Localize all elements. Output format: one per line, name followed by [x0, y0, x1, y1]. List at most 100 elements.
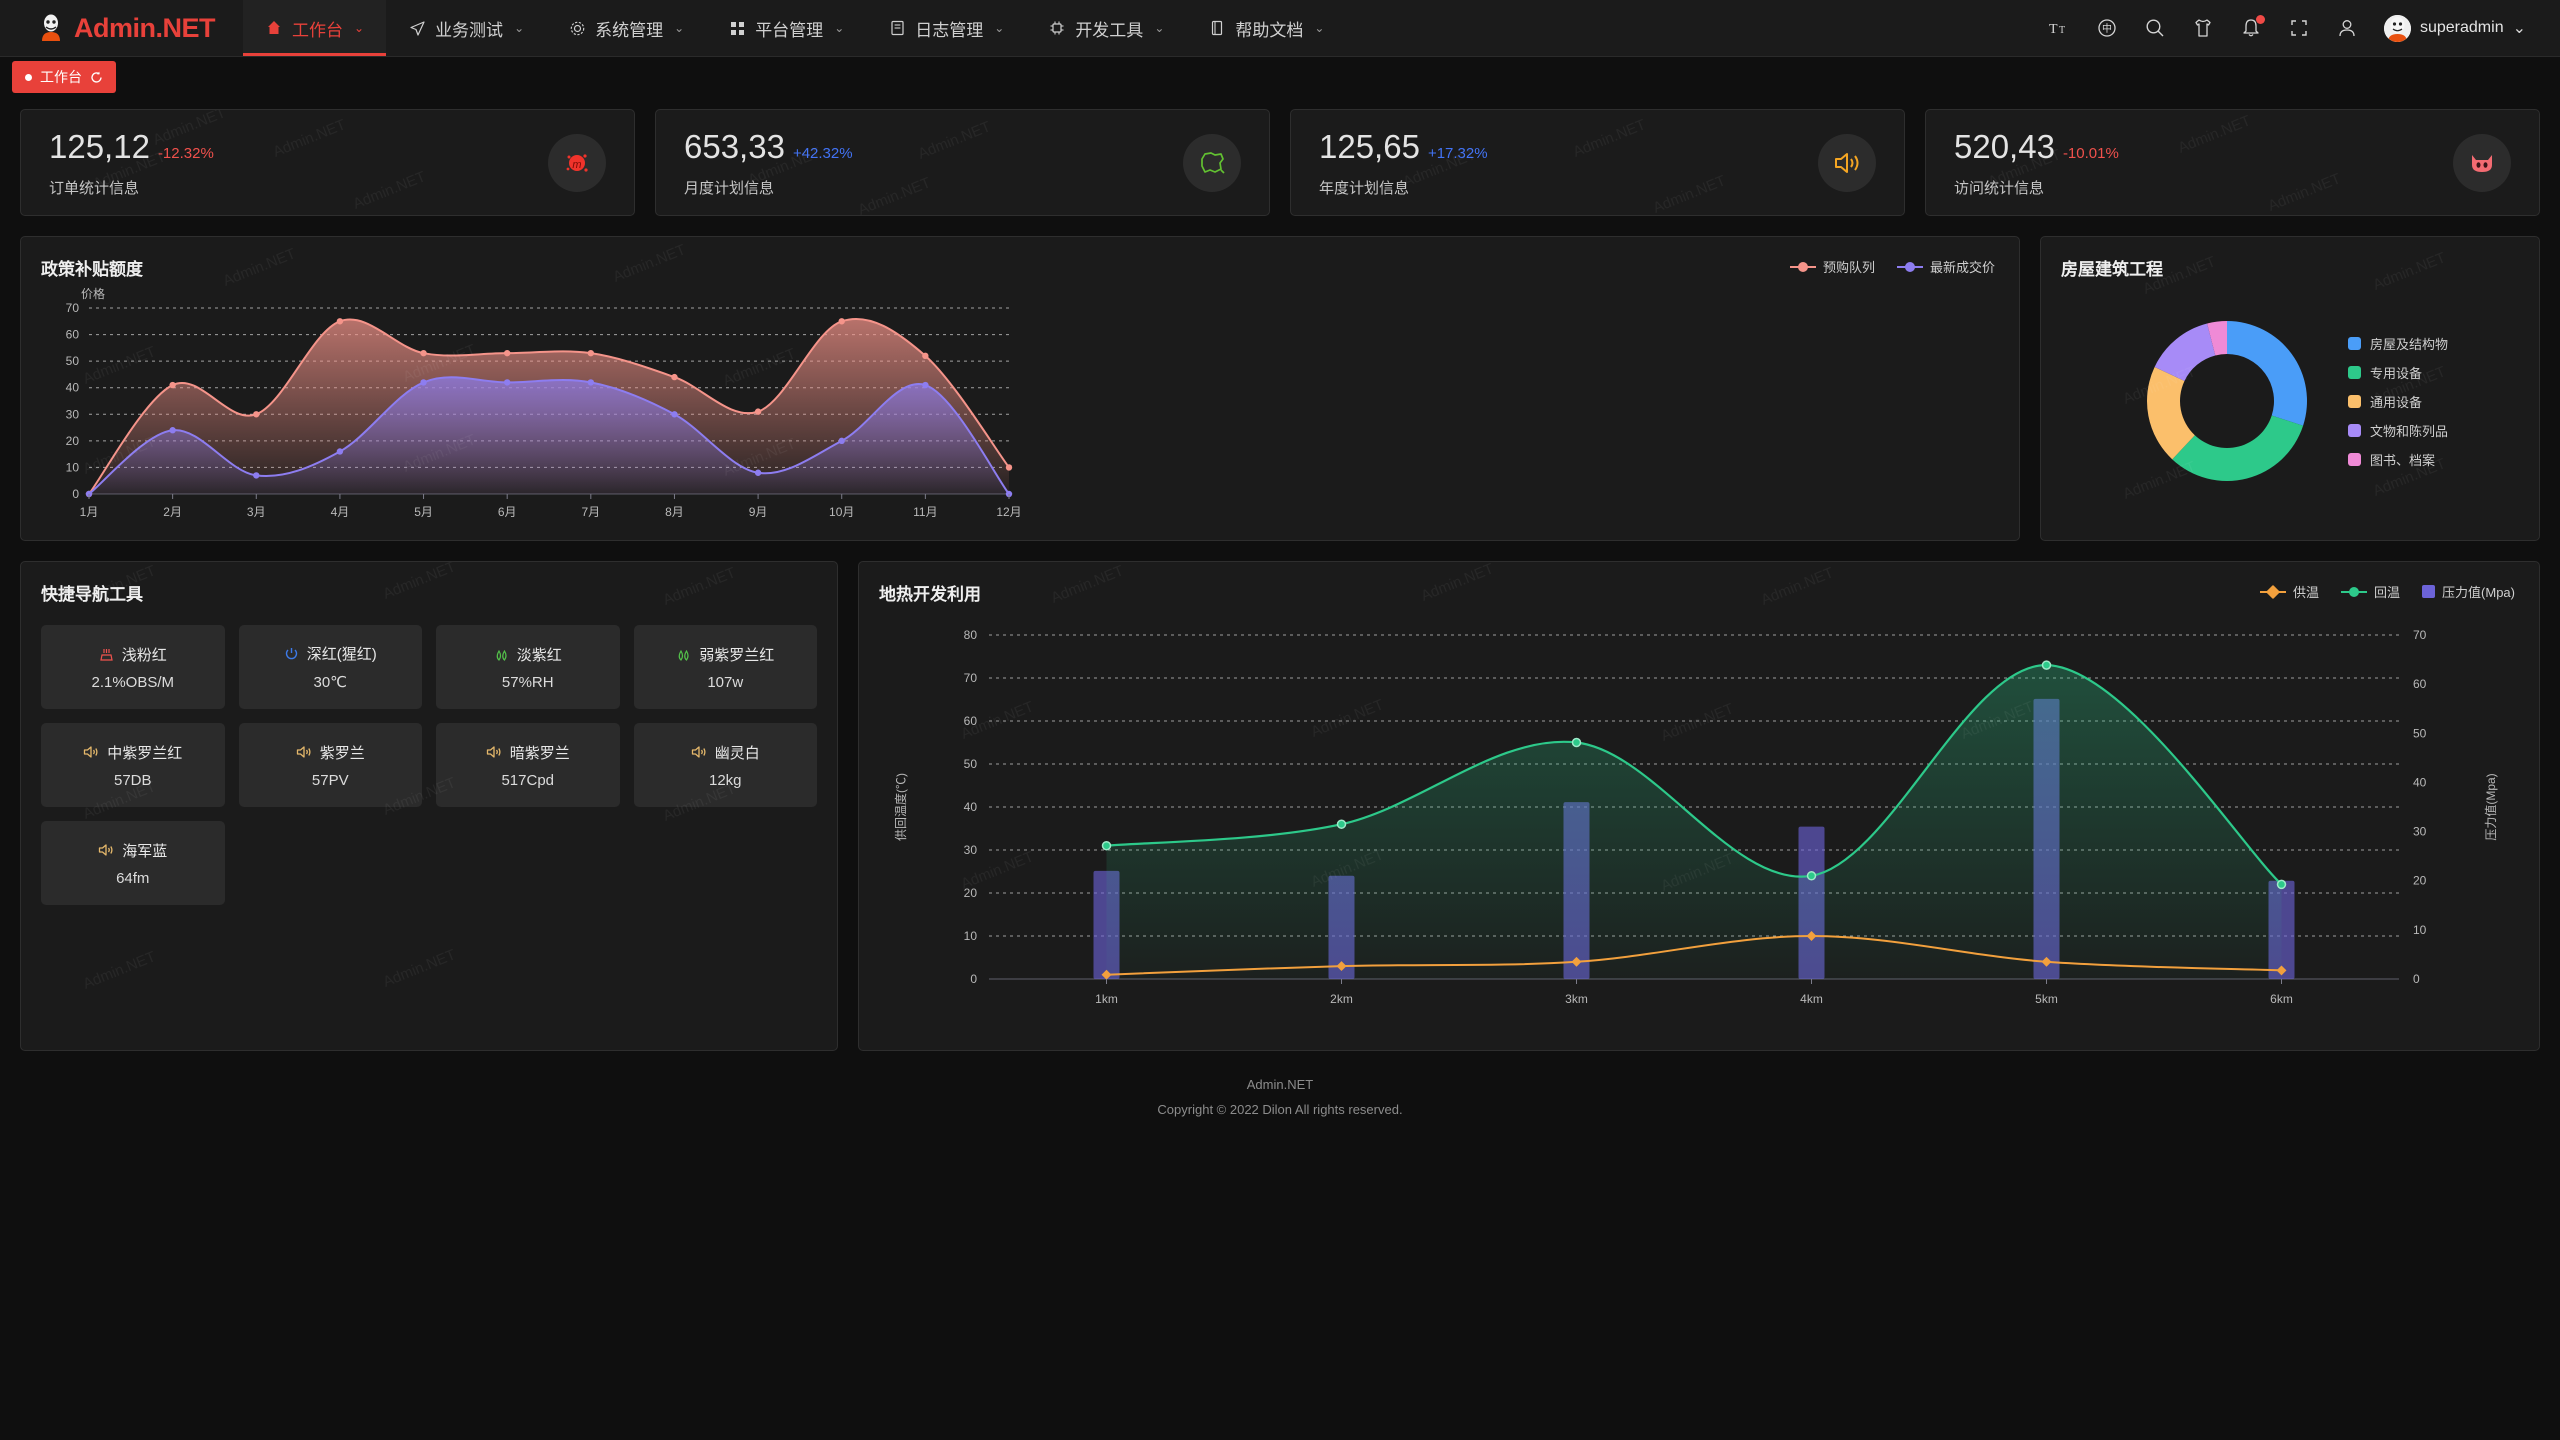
fullscreen-icon[interactable]	[2288, 17, 2310, 39]
svg-text:60: 60	[2413, 677, 2427, 691]
tool-value: 64fm	[116, 869, 150, 887]
nav-label: 帮助文档	[1235, 20, 1304, 40]
tool-name: 紫罗兰	[319, 744, 365, 762]
tool-name: 淡紫红	[516, 646, 562, 664]
tool-card[interactable]: 弱紫罗兰红 107w	[633, 625, 817, 709]
svg-text:6km: 6km	[2270, 992, 2293, 1006]
tab-label: 工作台	[40, 69, 82, 85]
svg-text:3月: 3月	[247, 505, 266, 519]
legend-label: 文物和陈列品	[2369, 423, 2448, 439]
legend-item-supply-temp[interactable]: 供温	[2260, 582, 2319, 601]
chart-legend: 供温 回温 压力值(Mpa)	[2260, 582, 2515, 601]
chip-icon	[1048, 19, 1066, 37]
nav-label: 工作台	[292, 20, 343, 40]
nav-item-log-mgmt[interactable]: 日志管理 ⌄	[866, 0, 1026, 56]
legend-label: 专用设备	[2369, 365, 2422, 381]
search-icon[interactable]	[2144, 17, 2166, 39]
nav-label: 日志管理	[915, 20, 984, 40]
svg-text:40: 40	[66, 381, 80, 395]
donut-legend: 房屋及结构物 专用设备通用设备文物和陈列品图书、档案	[2347, 334, 2448, 469]
brand[interactable]: Admin.NET	[0, 0, 243, 56]
tool-card[interactable]: 海军蓝 64fm	[41, 821, 225, 905]
legend-swatch	[2347, 394, 2361, 408]
language-icon[interactable]: 中	[2096, 17, 2118, 39]
stat-card-yearly[interactable]: Admin.NET Admin.NET Admin.NET 125,65 +17.3…	[1290, 109, 1905, 216]
chevron-down-icon: ⌄	[354, 21, 365, 35]
svg-text:20: 20	[66, 434, 80, 448]
tool-head: 暗紫罗兰	[486, 742, 570, 763]
stat-label: 访问统计信息	[1954, 179, 2045, 197]
svg-text:T: T	[2049, 22, 2058, 37]
donut-legend-item[interactable]: 通用设备	[2347, 392, 2448, 411]
donut-legend-item[interactable]: 房屋及结构物	[2347, 334, 2448, 353]
svg-text:60: 60	[66, 328, 80, 342]
donut-legend-item[interactable]: 图书、档案	[2347, 450, 2448, 469]
stat-label: 月度计划信息	[684, 179, 775, 197]
speaker-icon	[1818, 133, 1876, 192]
svg-text:11月: 11月	[913, 505, 937, 519]
stat-card-orders[interactable]: Admin.NET Admin.NET Admin.NET Admin.NET 12…	[20, 109, 635, 216]
theme-shirt-icon[interactable]	[2192, 17, 2214, 39]
tool-card[interactable]: 幽灵白 12kg	[633, 723, 817, 807]
tool-card[interactable]: 暗紫罗兰 517Cpd	[436, 723, 620, 807]
humidity-icon	[494, 647, 509, 662]
legend-item-preorder[interactable]: 预购队列	[1789, 257, 1875, 276]
user-menu[interactable]: superadmin ⌄	[2383, 14, 2526, 42]
nav-item-platform-mgmt[interactable]: 平台管理 ⌄	[706, 0, 866, 56]
donut-legend-item[interactable]: 文物和陈列品	[2347, 421, 2448, 440]
nav-item-system-mgmt[interactable]: 系统管理 ⌄	[546, 0, 706, 56]
refresh-icon[interactable]	[90, 71, 103, 84]
tool-card[interactable]: 淡紫红 57%RH	[436, 625, 620, 709]
svg-text:30: 30	[2413, 825, 2427, 839]
tab-workbench[interactable]: 工作台	[12, 61, 116, 93]
tools-grid: 浅粉红 2.1%OBS/M 深红(猩红) 30℃ 淡紫红 57%RH 弱紫罗兰红 107w 中紫…	[41, 625, 817, 905]
tool-card[interactable]: 中紫罗兰红 57DB	[41, 723, 225, 807]
tool-value: 57PV	[311, 771, 349, 789]
legend-label: 回温	[2374, 585, 2401, 600]
footer: Admin.NET Copyright © 2022 Dilon All rig…	[20, 1073, 2540, 1134]
card-title: 地热开发利用	[879, 585, 981, 604]
legend-item-pressure[interactable]: 压力值(Mpa)	[2422, 582, 2515, 601]
nav-item-business-test[interactable]: 业务测试 ⌄	[386, 0, 546, 56]
svg-text:1km: 1km	[1095, 992, 1118, 1006]
card-title: 快捷导航工具	[41, 585, 143, 604]
geothermal-chart-card: Admin.NET Admin.NET Admin.NET Admin.NET Ad…	[858, 561, 2540, 1051]
svg-text:10月: 10月	[829, 505, 854, 519]
tool-card[interactable]: 浅粉红 2.1%OBS/M	[41, 625, 225, 709]
stat-card-visits[interactable]: Admin.NET Admin.NET Admin.NET 520,43 -10.0…	[1925, 109, 2540, 216]
tool-value: 107w	[707, 673, 744, 691]
legend-item-return-temp[interactable]: 回温	[2341, 582, 2400, 601]
legend-swatch	[2347, 423, 2361, 437]
svg-text:6月: 6月	[498, 505, 517, 519]
tool-head: 紫罗兰	[296, 742, 365, 763]
send-icon	[408, 19, 426, 37]
page-content: Admin.NET Admin.NET Admin.NET Admin.NET 12…	[0, 97, 2560, 1134]
donut-legend-item[interactable]: 专用设备	[2347, 363, 2448, 382]
nav-item-dev-tools[interactable]: 开发工具 ⌄	[1026, 0, 1186, 56]
user-icon[interactable]	[2336, 17, 2358, 39]
housing-donut-svg	[2146, 321, 2307, 481]
stat-label: 年度计划信息	[1319, 179, 1410, 197]
home-icon	[265, 19, 283, 37]
tool-card[interactable]: 紫罗兰 57PV	[238, 723, 422, 807]
nav-label: 系统管理	[595, 20, 664, 40]
tool-head: 浅粉红	[99, 644, 167, 665]
legend-item-latest-price[interactable]: 最新成交价	[1896, 257, 1995, 276]
stat-card-monthly[interactable]: Admin.NET Admin.NET Admin.NET 653,33 +42.3…	[655, 109, 1270, 216]
main-nav: 工作台 ⌄ 业务测试 ⌄ 系统管理 ⌄ 平台管理 ⌄	[243, 0, 1346, 56]
tool-card[interactable]: 深红(猩红) 30℃	[238, 625, 422, 709]
nav-item-help-docs[interactable]: 帮助文档 ⌄	[1186, 0, 1346, 56]
stat-delta: -10.01%	[2062, 144, 2119, 162]
notification-bell-icon[interactable]	[2240, 15, 2265, 39]
svg-text:1月: 1月	[80, 505, 99, 519]
svg-text:7月: 7月	[581, 505, 600, 519]
tool-name: 浅粉红	[121, 646, 167, 664]
nav-item-workbench[interactable]: 工作台 ⌄	[243, 0, 387, 56]
leaf-icon	[676, 647, 691, 662]
app-header: Admin.NET 工作台 ⌄ 业务测试 ⌄ 系统管理 ⌄	[0, 0, 2560, 57]
svg-text:2km: 2km	[1330, 992, 1353, 1006]
tool-value: 57%RH	[501, 673, 554, 691]
tool-head: 幽灵白	[691, 742, 760, 763]
